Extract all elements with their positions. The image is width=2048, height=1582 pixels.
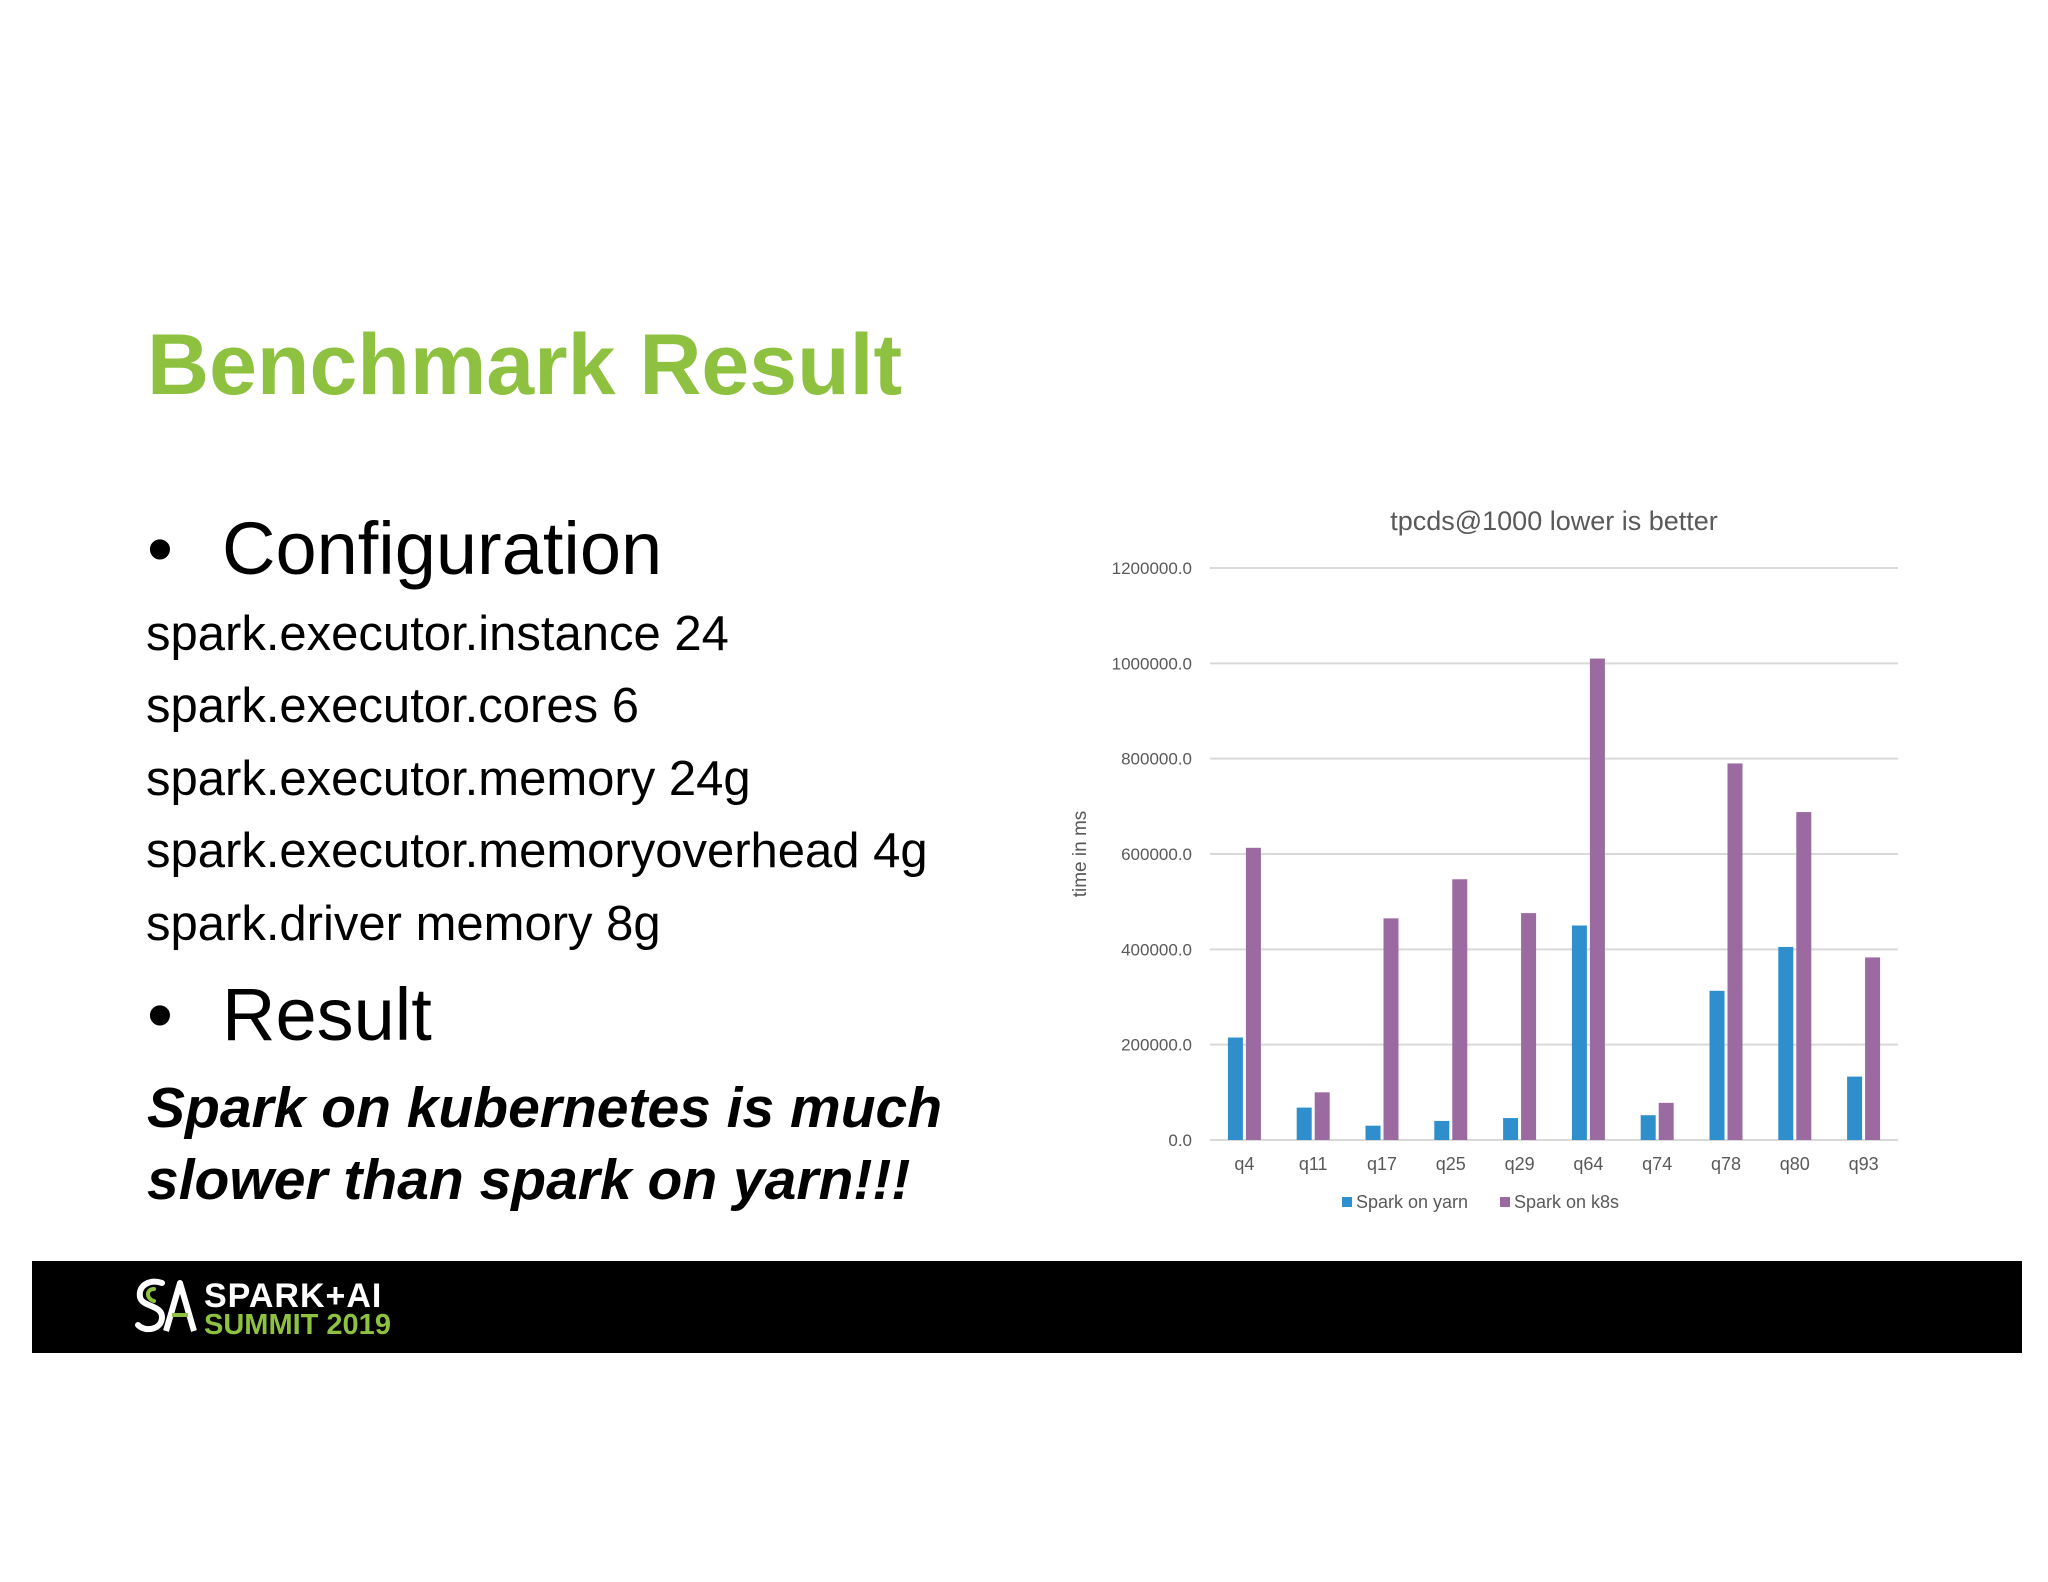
y-tick-label: 400000.0 <box>1121 940 1192 959</box>
config-line-executor-memoryoverhead: spark.executor.memoryoverhead 4g <box>146 824 928 878</box>
logo-text-spark-ai: SPARK+AI <box>204 1277 383 1315</box>
config-line-executor-memory: spark.executor.memory 24g <box>146 752 751 806</box>
bar-k8s-q11 <box>1314 1092 1330 1140</box>
benchmark-bar-chart: tpcds@1000 lower is better 0.0 200000.0 400… <box>1070 506 1898 1212</box>
bar-k8s-q17 <box>1383 918 1399 1140</box>
bullet-dot: • <box>147 507 173 590</box>
conclusion-line: Spark on kubernetes is much <box>147 1076 943 1140</box>
y-tick-label: 600000.0 <box>1121 845 1192 864</box>
bar-k8s-q64 <box>1589 658 1605 1140</box>
chart-title: tpcds@1000 lower is better <box>1390 506 1718 536</box>
x-tick-label: q17 <box>1367 1154 1397 1174</box>
bar-yarn-q29 <box>1503 1118 1519 1140</box>
bar-k8s-q74 <box>1658 1102 1674 1140</box>
bar-yarn-q80 <box>1778 946 1794 1140</box>
bullet-result: • Result <box>147 978 432 1052</box>
conclusion-line: slower than spark on yarn!!! <box>147 1148 911 1212</box>
bar-yarn-q74 <box>1640 1115 1656 1140</box>
y-tick-label: 800000.0 <box>1121 750 1192 769</box>
bar-yarn-q17 <box>1365 1125 1381 1140</box>
bar-yarn-q64 <box>1571 925 1587 1140</box>
x-tick-label: q80 <box>1780 1154 1810 1174</box>
y-tick-label: 1000000.0 <box>1112 654 1192 673</box>
y-tick-label: 1200000.0 <box>1112 559 1192 578</box>
x-tick-label: q25 <box>1436 1154 1466 1174</box>
config-line-executor-instance: spark.executor.instance 24 <box>146 607 729 661</box>
bullet-dot: • <box>147 973 173 1056</box>
slide-title: Benchmark Result <box>147 317 903 413</box>
logo-text-summit-2019: SUMMIT 2019 <box>204 1309 391 1341</box>
bar-k8s-q4 <box>1245 847 1261 1140</box>
bar-k8s-q25 <box>1452 879 1468 1140</box>
x-tick-label: q74 <box>1642 1154 1672 1174</box>
bar-yarn-q78 <box>1709 990 1725 1140</box>
x-tick-label: q64 <box>1573 1154 1603 1174</box>
conclusion-text: Spark on kubernetes is much slower than … <box>147 1072 1047 1216</box>
x-tick-label: q29 <box>1505 1154 1535 1174</box>
bar-k8s-q80 <box>1796 812 1812 1140</box>
legend-swatch <box>1500 1197 1510 1207</box>
bar-k8s-q93 <box>1865 957 1881 1140</box>
x-tick-label: q93 <box>1849 1154 1879 1174</box>
sa-monogram-icon <box>135 1278 197 1333</box>
bar-k8s-q29 <box>1521 913 1537 1140</box>
config-line-executor-cores: spark.executor.cores 6 <box>146 679 639 733</box>
x-tick-label: q4 <box>1234 1154 1254 1174</box>
bar-yarn-q11 <box>1296 1107 1312 1140</box>
config-line-driver-memory: spark.driver memory 8g <box>146 897 661 951</box>
bar-k8s-q78 <box>1727 763 1743 1140</box>
legend-label: Spark on yarn <box>1356 1192 1468 1212</box>
y-tick-label: 200000.0 <box>1121 1036 1192 1055</box>
legend-swatch <box>1342 1197 1352 1207</box>
bar-yarn-q93 <box>1847 1076 1863 1140</box>
y-axis-label: time in ms <box>1070 811 1091 898</box>
bar-yarn-q25 <box>1434 1120 1450 1140</box>
bullet-label: Configuration <box>222 507 663 590</box>
x-tick-label: q11 <box>1299 1154 1328 1174</box>
bullet-configuration: • Configuration <box>147 512 662 586</box>
bar-yarn-q4 <box>1227 1037 1243 1140</box>
footer-bar: SPARK+AI SUMMIT 2019 <box>32 1261 2022 1353</box>
bullet-label: Result <box>222 973 432 1056</box>
y-tick-label: 0.0 <box>1168 1131 1192 1150</box>
legend-label: Spark on k8s <box>1514 1192 1619 1212</box>
x-tick-label: q78 <box>1711 1154 1741 1174</box>
